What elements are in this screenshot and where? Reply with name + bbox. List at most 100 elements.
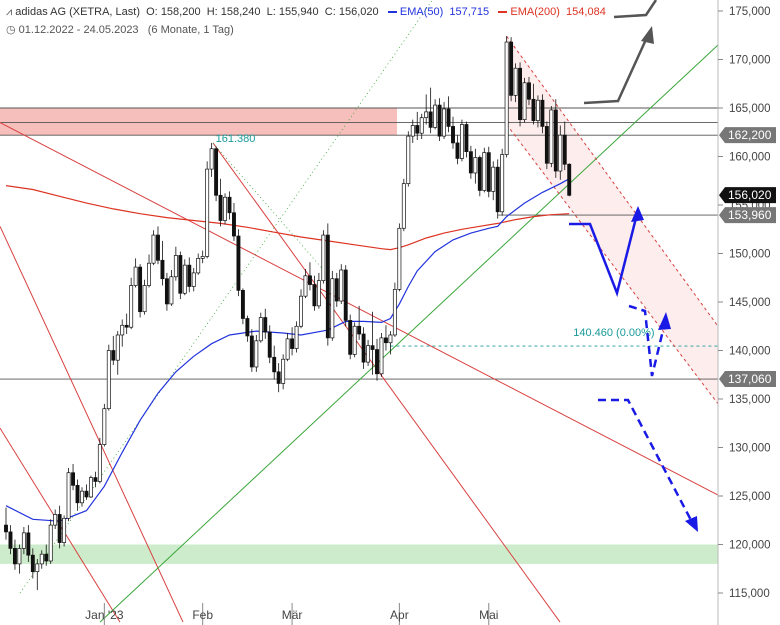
candle-48 <box>218 178 223 227</box>
price-label-text: 153,960 <box>728 208 772 222</box>
candle-body <box>339 269 344 302</box>
candle-106 <box>477 155 482 197</box>
support-zone <box>0 544 718 564</box>
candle-body <box>321 234 326 282</box>
candle-20 <box>93 471 98 488</box>
candle-body <box>151 234 156 264</box>
candle-body <box>173 255 178 278</box>
candle-body <box>129 285 134 328</box>
lower-channel-line-1 <box>0 226 184 623</box>
high-value: 158,240 <box>220 6 261 18</box>
candle-body <box>464 124 469 152</box>
candle-body <box>491 166 496 192</box>
candle-67 <box>303 269 308 299</box>
candle-90 <box>406 131 411 187</box>
y-tick-label-0: 115,000 <box>729 588 770 600</box>
symbol-name: adidas AG (XETRA, Last) <box>15 6 140 18</box>
candle-body <box>531 98 536 121</box>
candle-body <box>84 490 89 498</box>
ema50-swatch <box>387 11 397 14</box>
candle-body <box>97 444 102 482</box>
candle-body <box>156 234 160 261</box>
candle-body <box>4 524 8 533</box>
candle-body <box>325 234 330 339</box>
y-tick-label-3: 130,000 <box>729 443 771 455</box>
candle-31 <box>142 279 147 315</box>
candle-body <box>267 331 272 358</box>
arrow-head-dashed-1 <box>658 312 671 330</box>
candle-body <box>48 524 53 562</box>
price-label-text: 162,200 <box>728 128 772 142</box>
candle-118 <box>531 83 536 125</box>
candle-body <box>147 262 151 286</box>
candle-60 <box>272 345 277 380</box>
candle-body <box>102 408 107 445</box>
candle-55 <box>249 329 254 372</box>
candle-body <box>522 82 527 120</box>
bullish-path-top <box>613 0 658 19</box>
candle-body <box>62 517 67 543</box>
price-label-0: 162,200 <box>719 127 776 144</box>
candle-80 <box>361 327 366 369</box>
candle-body <box>375 349 379 375</box>
candle-116 <box>522 77 527 123</box>
y-tick-label-10: 165,000 <box>729 103 771 115</box>
header-line-2: ◷ 01.12.2022 - 24.05.2023 (6 Monate, 1 T… <box>6 23 234 36</box>
candle-56 <box>254 334 259 372</box>
candle-body <box>415 125 420 134</box>
candle-9 <box>44 544 49 566</box>
candle-body <box>21 532 26 549</box>
candle-119 <box>535 95 540 128</box>
candle-105 <box>473 148 478 184</box>
annotations: 161.380 140.460 (0.00%) <box>216 133 655 339</box>
price-label-text: 137,060 <box>728 372 772 386</box>
projection-path-solid <box>569 209 640 298</box>
candle-body <box>272 356 277 373</box>
candle-body <box>428 111 433 128</box>
candle-24 <box>111 335 116 366</box>
candle-body <box>115 334 120 361</box>
candle-body <box>518 67 523 120</box>
candle-108 <box>486 146 491 198</box>
candle-61 <box>276 363 281 393</box>
candle-66 <box>299 289 303 329</box>
zones <box>0 36 718 564</box>
candle-body <box>455 142 460 159</box>
candle-4 <box>21 527 26 555</box>
close-label: C: <box>324 6 336 18</box>
candle-body <box>401 183 406 229</box>
candle-body <box>164 278 169 305</box>
candle-47 <box>214 146 219 202</box>
candle-body <box>540 99 545 127</box>
channel-lower <box>506 124 719 405</box>
projection-arrows <box>569 0 698 532</box>
ema200-value: 154,084 <box>566 6 606 18</box>
candle-body <box>410 125 415 137</box>
candle-43 <box>196 253 201 275</box>
open-value: 158,200 <box>160 6 201 18</box>
open-label: O: <box>146 6 158 18</box>
downtrend-from-high <box>212 142 561 623</box>
candle-body <box>357 325 362 335</box>
candle-1 <box>8 525 13 555</box>
candle-body <box>495 166 500 213</box>
candle-93 <box>419 113 424 140</box>
candle-32 <box>147 254 151 288</box>
candle-88 <box>397 223 402 292</box>
candle-64 <box>290 327 295 356</box>
candle-102 <box>459 119 464 162</box>
candle-77 <box>348 314 353 360</box>
period-label: (6 Monate, 1 Tag) <box>147 24 234 36</box>
dotted-swing-line <box>212 142 327 274</box>
candle-25 <box>115 331 120 375</box>
candle-body <box>106 350 111 410</box>
candle-28 <box>129 277 134 330</box>
candle-body <box>384 337 388 344</box>
candle-89 <box>401 178 406 232</box>
candle-body <box>236 235 241 291</box>
candle-76 <box>343 265 348 327</box>
y-tick-label-5: 140,000 <box>729 346 771 358</box>
candle-body <box>120 324 125 336</box>
grid <box>0 107 718 380</box>
